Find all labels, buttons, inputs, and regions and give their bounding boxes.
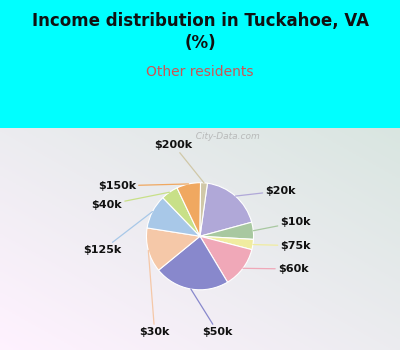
Wedge shape [147, 198, 200, 236]
Text: $200k: $200k [154, 140, 204, 183]
Text: $75k: $75k [253, 241, 311, 251]
Wedge shape [163, 188, 200, 236]
Wedge shape [177, 183, 200, 236]
Text: $40k: $40k [92, 192, 170, 210]
Text: $50k: $50k [191, 289, 233, 337]
Wedge shape [158, 236, 228, 290]
Wedge shape [200, 236, 254, 250]
Wedge shape [200, 183, 208, 236]
Text: $150k: $150k [98, 181, 188, 191]
Wedge shape [200, 236, 252, 282]
Text: $20k: $20k [236, 186, 296, 196]
Text: $60k: $60k [243, 264, 308, 274]
Text: $30k: $30k [140, 250, 170, 337]
Text: $125k: $125k [83, 211, 152, 255]
Wedge shape [200, 183, 252, 236]
Text: City-Data.com: City-Data.com [190, 132, 260, 141]
Text: Other residents: Other residents [146, 65, 254, 79]
Text: $10k: $10k [253, 217, 311, 231]
Wedge shape [146, 228, 200, 270]
Wedge shape [200, 222, 254, 239]
Text: Income distribution in Tuckahoe, VA
(%): Income distribution in Tuckahoe, VA (%) [32, 12, 368, 52]
